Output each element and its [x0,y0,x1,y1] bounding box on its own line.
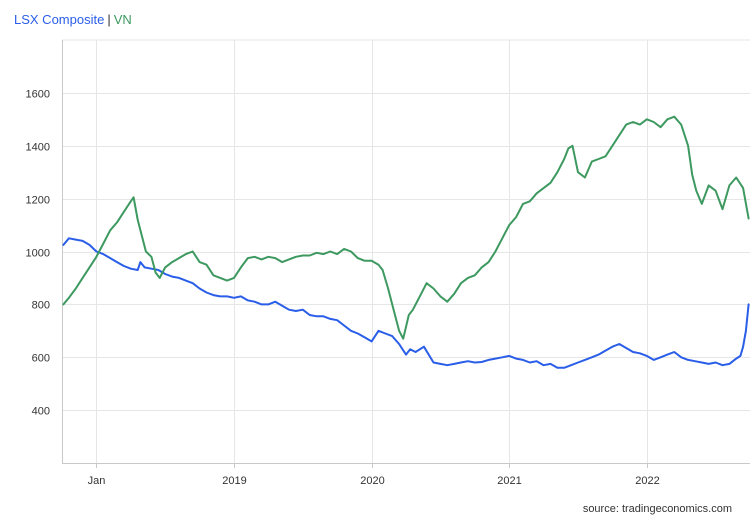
x-tick-label: 2021 [497,475,521,487]
y-tick-label: 1000 [26,248,50,260]
series-line-lsx-composite[interactable] [62,237,750,369]
tick-labels: 400 600 800 1000 1200 1400 1600 Jan 2019 2020 2021… [26,89,660,488]
series-line-vn[interactable] [62,115,750,340]
grid-lines [62,39,750,463]
y-tick-label: 1200 [26,195,50,207]
y-tick-label: 800 [32,300,50,312]
legend-lsx-composite[interactable]: LSX Composite [14,12,105,27]
x-tick-label: 2020 [360,475,384,487]
source-attribution: source: tradingeconomics.com [582,503,732,515]
chart-title: LSX Composite | VN [14,12,132,28]
legend-vn[interactable]: VN [113,12,132,27]
series-lines [62,115,750,369]
axes [62,40,750,468]
x-tick-label: 2019 [222,475,246,487]
y-tick-label: 1600 [26,89,50,101]
x-tick-label: 2022 [635,475,659,487]
y-tick-label: 1400 [26,142,50,154]
y-tick-label: 600 [32,353,50,365]
title-separator: | [107,12,111,27]
x-tick-label: Jan [88,475,106,487]
y-tick-label: 400 [32,406,50,418]
